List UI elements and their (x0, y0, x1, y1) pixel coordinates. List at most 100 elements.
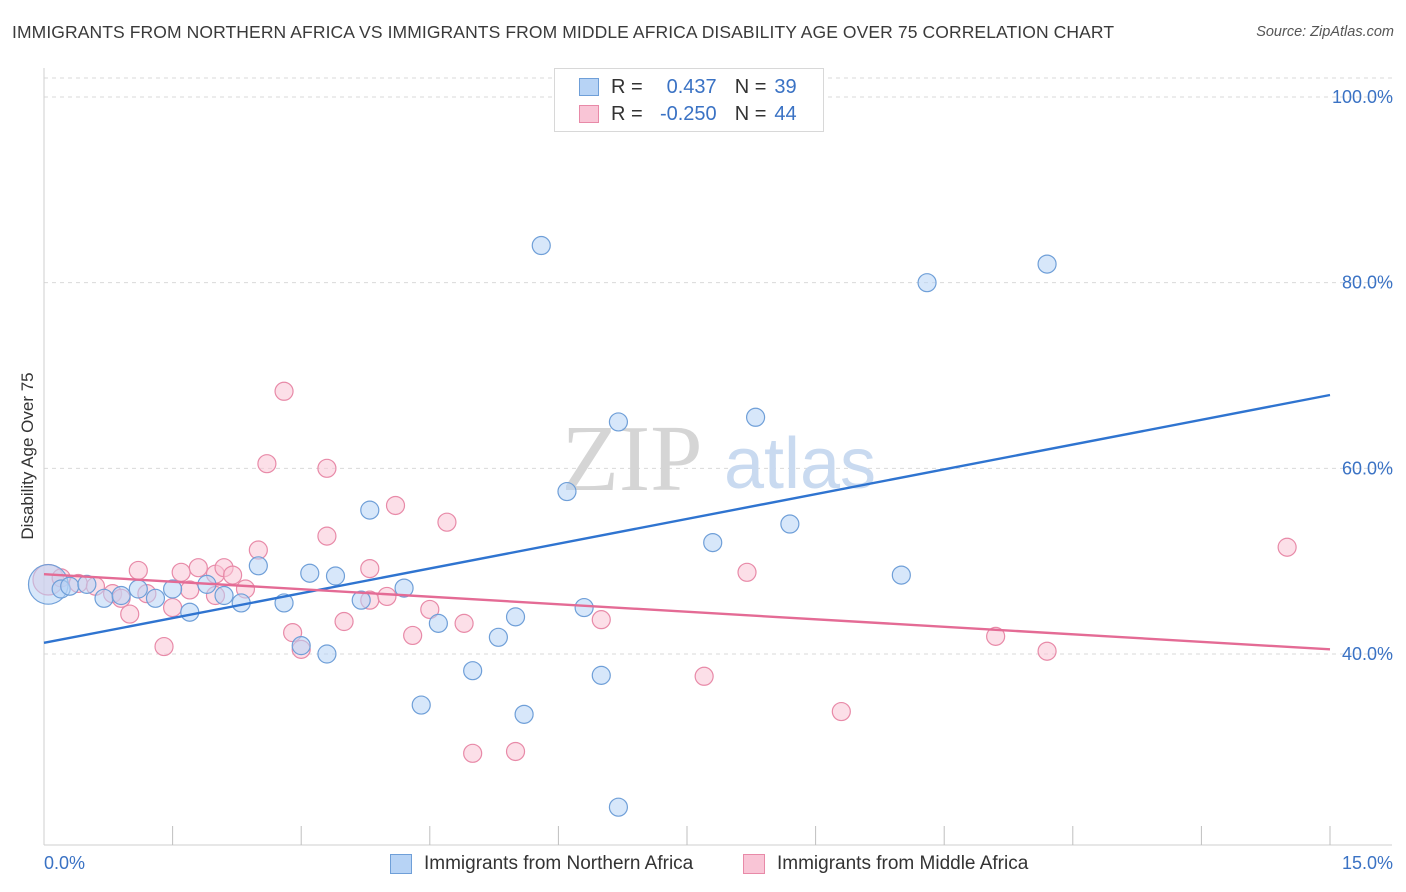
point-northern-africa (488, 627, 508, 647)
legend-n-label: N = (734, 102, 767, 125)
point-middle-africa (120, 604, 140, 624)
point-northern-africa (111, 585, 131, 606)
legend-n-label: N = (734, 75, 767, 98)
point-northern-africa (180, 602, 200, 622)
point-northern-africa (891, 565, 911, 585)
point-northern-africa (917, 273, 937, 293)
zipatlas-watermark: ZIP atlas (562, 407, 877, 511)
point-northern-africa (325, 566, 346, 586)
point-middle-africa (274, 381, 294, 401)
axes (43, 68, 1392, 846)
watermark-atlas: atlas (724, 424, 876, 504)
point-middle-africa (128, 560, 148, 581)
legend-r-value: -0.250 (659, 102, 717, 125)
y-tick-label: 40.0% (1342, 644, 1393, 664)
point-northern-africa (557, 481, 577, 502)
point-northern-africa (77, 574, 97, 594)
trend-lines (43, 393, 1331, 651)
point-northern-africa (94, 588, 114, 608)
point-middle-africa (591, 610, 611, 630)
point-northern-africa (745, 407, 766, 427)
point-middle-africa (188, 558, 208, 578)
point-middle-africa (317, 458, 337, 478)
point-northern-africa (360, 500, 380, 520)
bottom-legend-label: Immigrants from Middle Africa (777, 853, 1029, 874)
point-middle-africa (317, 526, 337, 546)
point-northern-africa (608, 412, 629, 432)
legend-row-northern-africa: R = 0.437 N = 39 (555, 74, 797, 100)
bottom-legend-label: Immigrants from Northern Africa (424, 853, 694, 874)
legend-row-middle-africa: R = -0.250 N = 44 (555, 101, 797, 127)
x-tick-label: 0.0% (44, 853, 85, 873)
bottom-legend-middle-africa: Immigrants from Middle Africa (743, 852, 1028, 876)
point-northern-africa (128, 579, 148, 599)
point-middle-africa (163, 597, 183, 618)
point-middle-africa (171, 562, 191, 582)
legend-r-label: R = (611, 75, 643, 98)
gridlines (44, 77, 1392, 655)
point-middle-africa (334, 611, 354, 632)
point-northern-africa (514, 704, 534, 724)
legend-swatch-blue (579, 78, 599, 96)
point-northern-africa (608, 797, 629, 817)
point-middle-africa (403, 625, 423, 646)
point-northern-africa (505, 607, 526, 627)
series-northern-africa-points (27, 235, 1057, 817)
tick-labels: 40.0% 60.0% 80.0% 100.0% 0.0% 15.0% (44, 87, 1393, 873)
chart-title: IMMIGRANTS FROM NORTHERN AFRICA VS IMMIG… (12, 22, 1115, 42)
correlation-legend: R = 0.437 N = 39 R = -0.250 N = 44 (554, 68, 824, 132)
point-northern-africa (300, 563, 320, 583)
point-northern-africa (145, 588, 166, 608)
point-middle-africa (437, 512, 457, 532)
y-tick-label: 60.0% (1342, 458, 1393, 478)
point-northern-africa (574, 597, 594, 618)
point-middle-africa (463, 743, 483, 763)
point-northern-africa (428, 613, 448, 633)
source-credit: Source: ZipAtlas.com (1256, 24, 1394, 40)
point-northern-africa (291, 636, 311, 656)
bottom-legend-swatch-pink (743, 854, 765, 874)
point-middle-africa (385, 495, 406, 516)
point-middle-africa (454, 613, 474, 633)
point-northern-africa (317, 644, 337, 664)
watermark-zip: ZIP (562, 407, 703, 511)
point-middle-africa (420, 599, 440, 620)
point-middle-africa (257, 454, 277, 474)
point-northern-africa (463, 661, 483, 681)
point-middle-africa (694, 666, 714, 686)
point-middle-africa (154, 636, 174, 657)
point-middle-africa (360, 558, 380, 579)
point-northern-africa (591, 665, 611, 685)
point-northern-africa (780, 514, 800, 534)
trend-line-northern-africa (43, 393, 1331, 645)
y-tick-label: 100.0% (1332, 87, 1393, 107)
point-middle-africa (986, 626, 1006, 646)
point-middle-africa (377, 586, 397, 607)
point-northern-africa (214, 585, 234, 606)
legend-n-value: 39 (774, 75, 797, 98)
point-middle-africa (1037, 641, 1057, 661)
legend-n-value: 44 (774, 102, 797, 125)
point-northern-africa (411, 695, 431, 715)
x-tick-label: 15.0% (1342, 853, 1393, 873)
point-northern-africa (394, 578, 414, 598)
bottom-legend-swatch-blue (390, 854, 412, 874)
point-northern-africa (351, 590, 371, 610)
point-northern-africa (703, 532, 723, 553)
point-middle-africa (831, 701, 851, 722)
point-northern-africa (531, 235, 551, 256)
point-middle-africa (223, 565, 243, 585)
legend-r-value: 0.437 (666, 75, 717, 98)
point-northern-africa (60, 576, 80, 596)
point-middle-africa (737, 562, 757, 582)
point-northern-africa (163, 579, 183, 599)
point-middle-africa (1277, 537, 1297, 557)
point-northern-africa (248, 556, 268, 576)
y-tick-label: 80.0% (1342, 273, 1393, 293)
point-middle-africa (505, 741, 526, 762)
bottom-legend-northern-africa: Immigrants from Northern Africa (390, 852, 693, 876)
legend-swatch-pink (579, 105, 599, 123)
point-northern-africa (1037, 254, 1057, 274)
trend-line-middle-africa (43, 572, 1331, 651)
